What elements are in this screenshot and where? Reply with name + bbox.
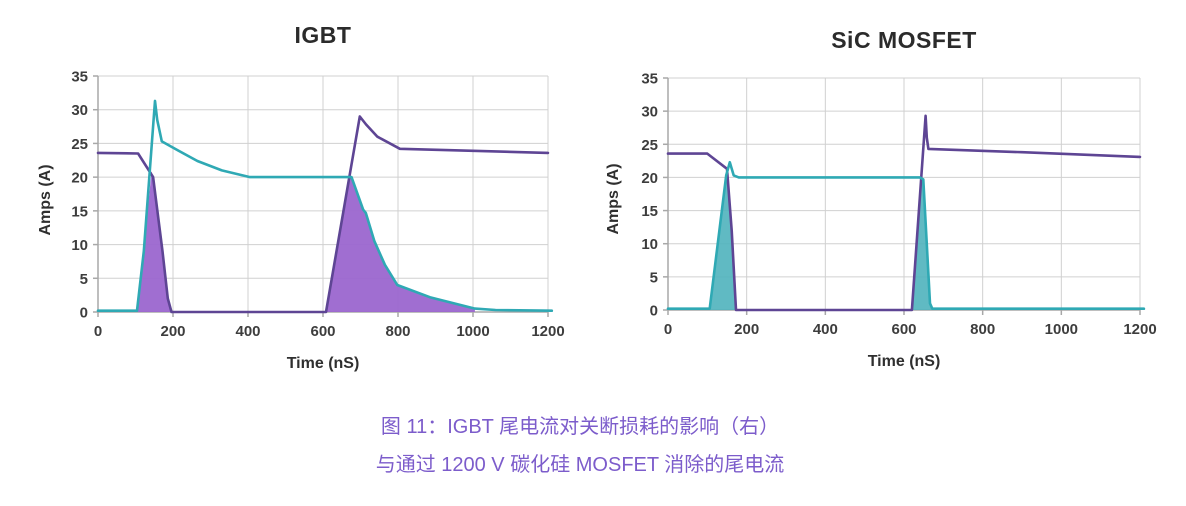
svg-text:600: 600 bbox=[310, 323, 335, 340]
svg-text:30: 30 bbox=[71, 102, 88, 119]
svg-text:1000: 1000 bbox=[456, 323, 489, 340]
sic-x-axis-label: Time (nS) bbox=[868, 353, 941, 370]
svg-text:5: 5 bbox=[80, 271, 88, 288]
svg-text:10: 10 bbox=[71, 237, 88, 254]
svg-text:400: 400 bbox=[813, 321, 838, 338]
svg-text:15: 15 bbox=[71, 203, 88, 220]
svg-text:200: 200 bbox=[160, 323, 185, 340]
figure-caption: 图 11：IGBT 尾电流对关断损耗的影响（右） 与通过 1200 V 碳化硅 … bbox=[0, 408, 1160, 484]
svg-text:600: 600 bbox=[891, 321, 916, 338]
svg-text:10: 10 bbox=[641, 236, 658, 253]
svg-text:20: 20 bbox=[641, 170, 658, 187]
igbt-chart-title: IGBT bbox=[294, 22, 352, 48]
igbt-chart-canvas: Amps (A) Time (nS) 0 5 10 15 20 25 30 35 0 200 400… bbox=[37, 69, 565, 373]
svg-text:1200: 1200 bbox=[1123, 321, 1156, 338]
svg-text:1000: 1000 bbox=[1045, 321, 1078, 338]
figure-caption-line2: 与通过 1200 V 碳化硅 MOSFET 消除的尾电流 bbox=[375, 454, 785, 476]
svg-text:0: 0 bbox=[664, 321, 672, 338]
svg-text:20: 20 bbox=[71, 170, 88, 187]
sic-y-axis-label: Amps (A) bbox=[605, 163, 622, 234]
svg-text:0: 0 bbox=[94, 323, 102, 340]
svg-text:5: 5 bbox=[650, 269, 658, 286]
igbt-x-axis-label: Time (nS) bbox=[287, 355, 360, 372]
svg-text:0: 0 bbox=[80, 305, 88, 322]
svg-text:800: 800 bbox=[385, 323, 410, 340]
svg-text:35: 35 bbox=[641, 71, 658, 88]
svg-text:800: 800 bbox=[970, 321, 995, 338]
igbt-plot-area: 0 5 10 15 20 25 30 35 0 200 400 600 800 1000 1200 bbox=[71, 69, 564, 341]
svg-text:25: 25 bbox=[641, 137, 658, 154]
svg-text:25: 25 bbox=[71, 136, 88, 153]
svg-text:15: 15 bbox=[641, 203, 658, 220]
svg-text:400: 400 bbox=[235, 323, 260, 340]
igbt-y-axis-label: Amps (A) bbox=[37, 164, 54, 235]
svg-text:30: 30 bbox=[641, 104, 658, 121]
svg-text:0: 0 bbox=[650, 303, 658, 320]
svg-text:35: 35 bbox=[71, 69, 88, 86]
sic-mosfet-chart-canvas: Amps (A) Time (nS) 0 5 10 15 20 25 30 35 0 200 400… bbox=[605, 71, 1157, 371]
sic-plot-area: 0 5 10 15 20 25 30 35 0 200 400 600 800 1000 1200 bbox=[641, 71, 1156, 339]
svg-text:200: 200 bbox=[734, 321, 759, 338]
sic-mosfet-chart-title: SiC MOSFET bbox=[831, 27, 977, 53]
figure-caption-line1: 图 11：IGBT 尾电流对关断损耗的影响（右） bbox=[380, 416, 780, 438]
svg-text:1200: 1200 bbox=[531, 323, 564, 340]
